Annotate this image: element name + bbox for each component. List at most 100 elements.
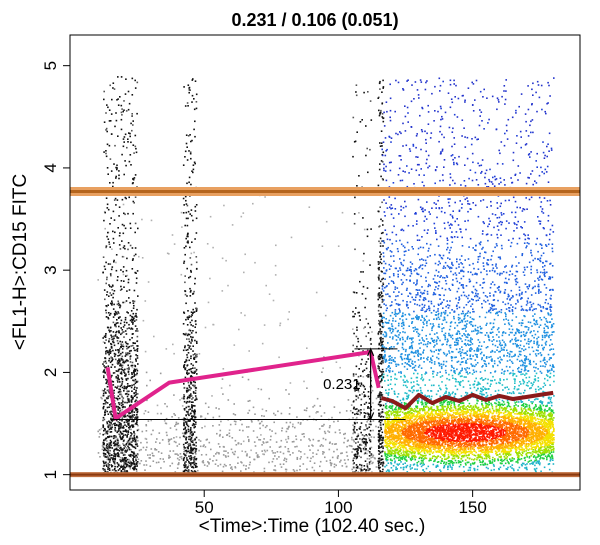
black-point xyxy=(126,414,129,417)
cluster-point xyxy=(550,426,552,428)
black-point xyxy=(132,416,135,418)
cluster-point xyxy=(391,388,393,390)
black-point xyxy=(380,375,382,377)
black-point xyxy=(379,362,382,364)
cluster-point xyxy=(440,401,442,403)
black-point xyxy=(129,328,132,330)
cluster-point xyxy=(452,409,455,411)
black-point xyxy=(183,262,185,264)
cluster-point xyxy=(385,389,387,392)
black-point xyxy=(382,120,385,123)
cluster-point xyxy=(529,431,531,433)
black-point xyxy=(184,465,187,468)
bg-point xyxy=(295,438,298,441)
black-point xyxy=(194,392,197,394)
bg-point xyxy=(255,452,258,454)
cluster-point xyxy=(436,432,439,434)
black-point xyxy=(187,447,189,450)
black-point xyxy=(113,261,115,263)
bg-point xyxy=(287,437,290,440)
black-point xyxy=(130,327,133,329)
cluster-point xyxy=(502,416,505,419)
black-point xyxy=(134,271,136,274)
black-point xyxy=(109,120,112,122)
cluster-point xyxy=(504,448,506,451)
bg-point xyxy=(315,412,317,414)
black-point xyxy=(134,417,136,419)
black-point xyxy=(189,257,192,259)
bg-point xyxy=(221,257,224,260)
black-point xyxy=(191,424,194,427)
black-point xyxy=(368,461,371,463)
black-point xyxy=(185,423,188,425)
cluster-point xyxy=(405,415,408,417)
cluster-point xyxy=(484,414,486,416)
black-point xyxy=(357,446,360,448)
black-point xyxy=(105,127,108,130)
black-point xyxy=(377,462,380,465)
black-point xyxy=(379,324,381,327)
black-point xyxy=(360,450,362,452)
black-point xyxy=(121,432,124,435)
cluster-point xyxy=(406,444,408,446)
black-point xyxy=(133,370,135,372)
black-point xyxy=(104,372,106,374)
bg-point xyxy=(179,456,181,458)
bg-point xyxy=(358,212,360,214)
black-point xyxy=(381,450,383,453)
black-point xyxy=(190,269,192,272)
black-point xyxy=(114,358,117,361)
bg-point xyxy=(328,431,331,433)
black-point xyxy=(120,344,123,346)
bg-point xyxy=(214,463,217,465)
cluster-point xyxy=(510,445,512,448)
cluster-point xyxy=(435,466,437,468)
black-point xyxy=(378,313,381,315)
cluster-point xyxy=(449,449,452,452)
black-point xyxy=(184,290,186,292)
black-point xyxy=(102,394,105,397)
bg-point xyxy=(309,439,311,442)
bg-point xyxy=(373,408,375,411)
black-point xyxy=(107,317,110,320)
black-point xyxy=(132,120,134,122)
cluster-point xyxy=(423,445,425,447)
bg-point xyxy=(364,446,366,448)
black-point xyxy=(380,175,382,178)
cluster-point xyxy=(477,453,479,456)
bg-point xyxy=(301,433,304,435)
black-point xyxy=(132,424,134,426)
bg-point xyxy=(156,412,159,415)
cluster-point xyxy=(466,434,469,437)
bg-point xyxy=(257,419,260,422)
black-point xyxy=(185,469,188,472)
bg-point xyxy=(177,417,180,419)
black-point xyxy=(133,395,136,397)
bg-point xyxy=(111,248,113,250)
black-point xyxy=(356,456,358,458)
black-point xyxy=(112,82,115,84)
black-point xyxy=(132,212,134,215)
bg-point xyxy=(343,433,345,436)
black-point xyxy=(113,444,116,447)
black-point xyxy=(136,112,138,115)
black-point xyxy=(106,456,109,458)
black-point xyxy=(377,433,380,436)
bg-point xyxy=(352,424,354,426)
bg-point xyxy=(279,322,282,325)
black-point xyxy=(122,360,125,363)
bg-point xyxy=(303,453,306,455)
bg-point xyxy=(318,428,321,430)
bg-point xyxy=(284,457,286,460)
black-point xyxy=(117,385,119,388)
black-point xyxy=(106,379,109,382)
bg-point xyxy=(200,454,203,456)
black-point xyxy=(367,375,370,378)
black-point xyxy=(104,342,106,344)
cluster-point xyxy=(411,417,413,420)
bg-point xyxy=(306,347,308,349)
bg-point xyxy=(162,458,164,460)
black-point xyxy=(131,426,134,428)
bg-point xyxy=(254,445,257,447)
black-point xyxy=(190,332,193,334)
